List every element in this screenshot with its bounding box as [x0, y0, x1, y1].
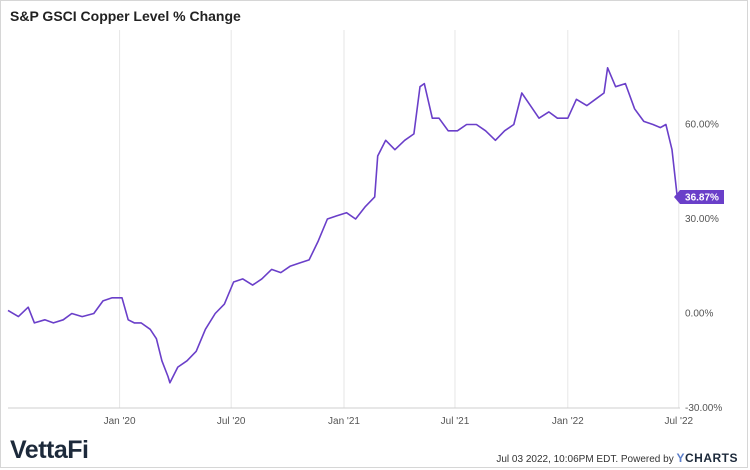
- x-tick-label: Jan '22: [552, 416, 584, 427]
- last-value-badge: [674, 189, 724, 204]
- x-tick-label: Jul '21: [441, 416, 470, 427]
- x-tick-label: Jan '20: [104, 416, 136, 427]
- y-tick-label: 0.00%: [685, 309, 713, 320]
- last-value-label: 36.87%: [685, 192, 719, 203]
- ycharts-logo[interactable]: YCHARTS: [676, 451, 738, 465]
- timestamp: Jul 03 2022, 10:06PM EDT.: [496, 454, 619, 465]
- x-tick-label: Jul '20: [217, 416, 246, 427]
- x-tick-label: Jul '22: [664, 416, 693, 427]
- ycharts-logo-rest: CHARTS: [685, 451, 738, 465]
- series-line: [7, 67, 680, 384]
- y-tick-label: 30.00%: [685, 214, 719, 225]
- powered-by-text: Powered by: [620, 454, 674, 465]
- series-layer: [7, 67, 680, 384]
- footer-meta: Jul 03 2022, 10:06PM EDT. Powered by YCH…: [496, 451, 738, 465]
- y-tick-label: 60.00%: [685, 120, 719, 131]
- ycharts-logo-y: Y: [676, 451, 685, 465]
- grid-lines: [119, 30, 680, 408]
- chart-title: S&P GSCI Copper Level % Change: [10, 8, 241, 24]
- tick-labels: Jan '20 Jul '20 Jan '21 Jul '21 Jan '22 Jul '…: [104, 120, 724, 427]
- x-tick-label: Jan '21: [328, 416, 360, 427]
- vettafi-logo: VettaFi: [10, 436, 89, 464]
- y-tick-label: -30.00%: [685, 403, 722, 414]
